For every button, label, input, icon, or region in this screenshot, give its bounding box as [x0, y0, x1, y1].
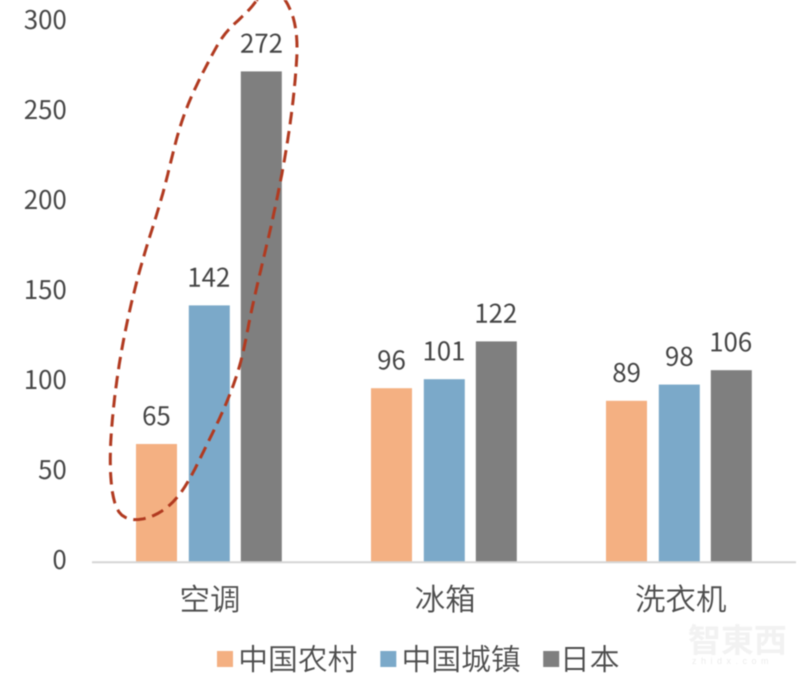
svg-text:zhidx.com: zhidx.com — [692, 656, 773, 666]
